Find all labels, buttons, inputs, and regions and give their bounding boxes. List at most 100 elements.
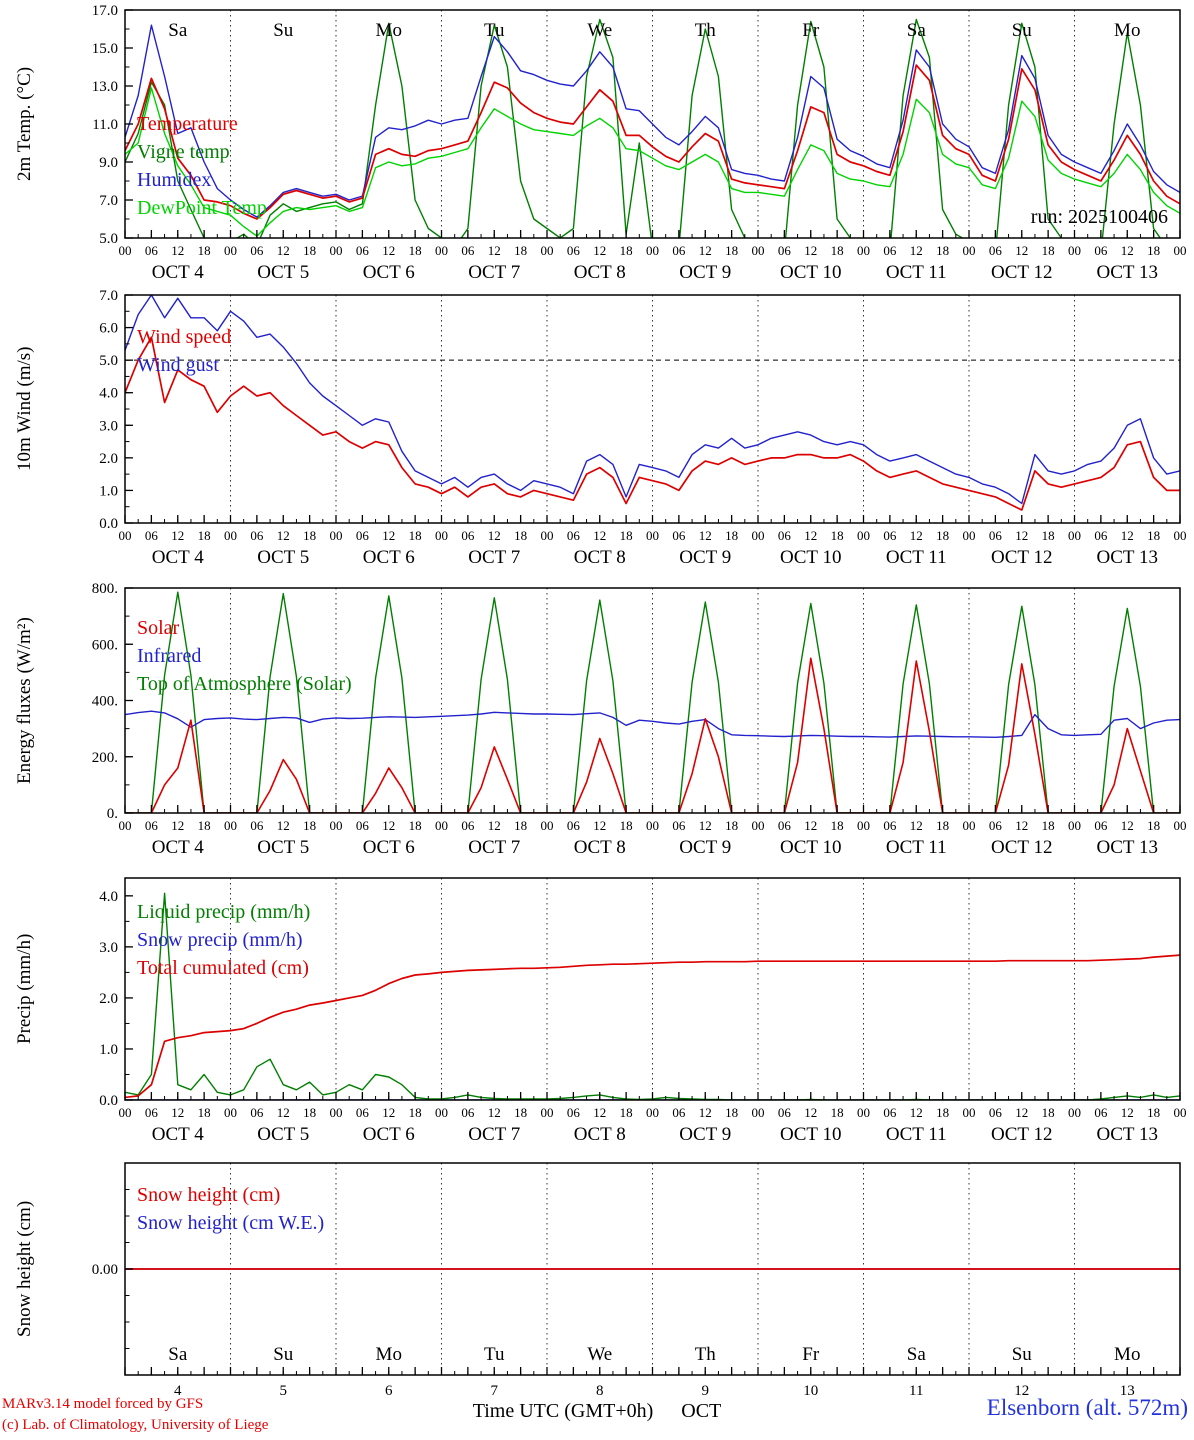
hour-tick-label: 06 bbox=[672, 528, 686, 543]
hour-tick-label: 00 bbox=[752, 818, 765, 833]
hour-tick-label: 12 bbox=[593, 243, 606, 258]
y-tick-label: 7.0 bbox=[99, 193, 118, 209]
weekday-label: Sa bbox=[907, 1344, 927, 1365]
date-label: OCT 9 bbox=[679, 262, 731, 283]
hour-tick-label: 12 bbox=[1015, 243, 1028, 258]
hour-tick-label: 12 bbox=[910, 1105, 923, 1120]
hour-tick-label: 18 bbox=[514, 1105, 527, 1120]
weekday-label: We bbox=[587, 20, 612, 41]
hour-tick-label: 18 bbox=[303, 818, 316, 833]
legend-item: Total cumulated (cm) bbox=[137, 957, 309, 979]
legend-item: Snow precip (mm/h) bbox=[137, 929, 303, 951]
weekday-label: Sa bbox=[168, 20, 188, 41]
date-label: 11 bbox=[909, 1383, 923, 1399]
hour-tick-label: 12 bbox=[593, 818, 606, 833]
weekday-label: Fr bbox=[802, 20, 820, 41]
hour-tick-label: 12 bbox=[804, 528, 817, 543]
hour-tick-label: 00 bbox=[1068, 818, 1081, 833]
weekday-label: Su bbox=[273, 20, 294, 41]
y-tick-label: 6.0 bbox=[99, 321, 118, 337]
y-tick-label: 2.0 bbox=[99, 991, 118, 1007]
hour-tick-label: 18 bbox=[303, 243, 316, 258]
hour-tick-label: 00 bbox=[119, 243, 132, 258]
y-tick-label: 0. bbox=[107, 806, 118, 822]
hour-tick-label: 18 bbox=[198, 243, 211, 258]
hour-tick-label: 12 bbox=[382, 243, 395, 258]
precip-plot: 0.0 1.0 2.0 3.0 4.0 00 06 12 18 00 06 12 18 00 06 12 18 0… bbox=[99, 877, 1187, 1145]
plot-border bbox=[124, 294, 1181, 524]
hour-tick-label: 12 bbox=[171, 243, 184, 258]
hour-tick-label: 00 bbox=[1174, 243, 1187, 258]
hour-tick-label: 00 bbox=[752, 1105, 765, 1120]
weekday-label: Tu bbox=[484, 20, 505, 41]
hour-tick-label: 18 bbox=[198, 818, 211, 833]
y-tick-label: 0.00 bbox=[92, 1262, 118, 1278]
weekday-label: Su bbox=[273, 1344, 294, 1365]
y-tick-label: 9.0 bbox=[99, 155, 118, 171]
hour-tick-label: 12 bbox=[1015, 1105, 1028, 1120]
hour-tick-label: 00 bbox=[541, 243, 554, 258]
hour-tick-label: 12 bbox=[699, 243, 712, 258]
date-label: OCT 5 bbox=[257, 837, 309, 858]
hour-tick-label: 00 bbox=[541, 818, 554, 833]
hour-tick-label: 06 bbox=[989, 243, 1003, 258]
hour-tick-label: 00 bbox=[963, 818, 976, 833]
hour-tick-label: 12 bbox=[1121, 1105, 1134, 1120]
hour-tick-label: 18 bbox=[1042, 528, 1055, 543]
energy-legend: Solar Infrared Top of Atmosphere (Solar) bbox=[137, 614, 352, 698]
date-label: OCT 8 bbox=[574, 547, 626, 568]
date-label: OCT 11 bbox=[886, 547, 947, 568]
time-axis-label: Time UTC (GMT+0h) bbox=[472, 1400, 654, 1422]
hour-tick-label: 12 bbox=[382, 818, 395, 833]
hour-tick-label: 00 bbox=[646, 1105, 659, 1120]
date-label: OCT 6 bbox=[363, 262, 415, 283]
hour-tick-label: 18 bbox=[303, 1105, 316, 1120]
hour-tick-label: 06 bbox=[250, 528, 264, 543]
weekday-label: Th bbox=[695, 1344, 717, 1365]
y-tick-label: 3.0 bbox=[99, 940, 118, 956]
x-axis-title: Time UTC (GMT+0h) OCT bbox=[473, 1400, 722, 1423]
y-tick-label: 2.0 bbox=[99, 451, 118, 467]
date-label: OCT 12 bbox=[991, 262, 1052, 283]
hour-tick-label: 12 bbox=[910, 243, 923, 258]
weekday-label: Fr bbox=[802, 1344, 820, 1365]
series-infrared bbox=[125, 710, 1180, 739]
hour-tick-label: 12 bbox=[488, 528, 501, 543]
hour-tick-label: 12 bbox=[593, 1105, 606, 1120]
wind-plot: 0.0 1.0 2.0 3.0 4.0 5.0 6.0 7.0 00 06 12 18 00 06 12 18… bbox=[99, 288, 1186, 568]
date-label: OCT 11 bbox=[886, 262, 947, 283]
hour-tick-label: 00 bbox=[1068, 528, 1081, 543]
y-tick-label: 0.0 bbox=[99, 516, 118, 532]
hour-tick-label: 18 bbox=[725, 528, 738, 543]
date-label: OCT 10 bbox=[780, 547, 841, 568]
hour-tick-label: 00 bbox=[330, 1105, 343, 1120]
hour-tick-label: 12 bbox=[1121, 818, 1134, 833]
date-label: 4 bbox=[174, 1383, 182, 1399]
hour-tick-label: 00 bbox=[224, 818, 237, 833]
y-tick-label: 200. bbox=[92, 750, 118, 766]
date-label: OCT 11 bbox=[886, 837, 947, 858]
hour-tick-label: 00 bbox=[224, 243, 237, 258]
hour-tick-label: 06 bbox=[778, 528, 792, 543]
hour-tick-label: 00 bbox=[119, 1105, 132, 1120]
hour-tick-label: 18 bbox=[725, 243, 738, 258]
lab-credit: (c) Lab. of Climatology, University of L… bbox=[2, 1417, 269, 1433]
hour-tick-label: 12 bbox=[277, 528, 290, 543]
hour-tick-label: 18 bbox=[409, 818, 422, 833]
date-label: OCT 12 bbox=[991, 1124, 1052, 1145]
series-wind-speed bbox=[125, 336, 1180, 511]
hour-tick-label: 00 bbox=[1174, 818, 1187, 833]
y-tick-label: 3.0 bbox=[99, 418, 118, 434]
date-label: OCT 7 bbox=[468, 262, 520, 283]
temp-legend: Temperature Vigne temp Humidex DewPoint Tem… bbox=[137, 110, 267, 222]
month-axis-label: OCT bbox=[681, 1400, 722, 1422]
hour-tick-label: 12 bbox=[804, 1105, 817, 1120]
hour-tick-label: 06 bbox=[461, 1105, 475, 1120]
hour-tick-label: 06 bbox=[883, 1105, 897, 1120]
hour-tick-label: 06 bbox=[250, 243, 264, 258]
date-label: OCT 13 bbox=[1097, 547, 1158, 568]
hour-tick-label: 06 bbox=[1094, 243, 1108, 258]
hour-tick-label: 12 bbox=[488, 818, 501, 833]
hour-tick-label: 00 bbox=[857, 818, 870, 833]
